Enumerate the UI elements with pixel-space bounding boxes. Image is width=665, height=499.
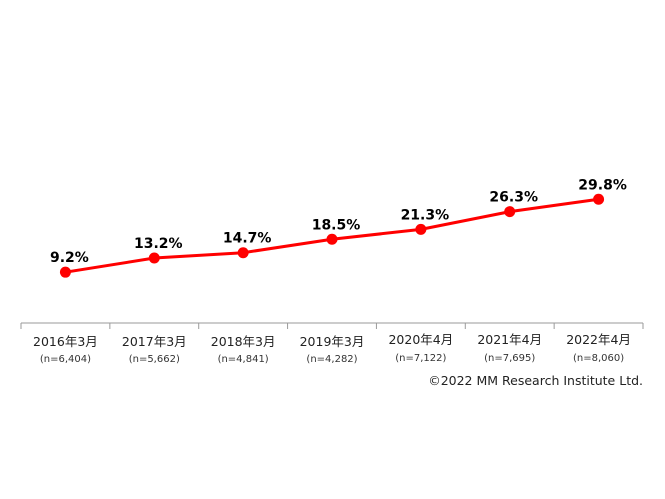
- data-point: [415, 223, 427, 235]
- data-point: [504, 206, 516, 218]
- data-label: 29.8%: [578, 177, 627, 193]
- data-label: 21.3%: [401, 207, 450, 223]
- data-points: [59, 193, 605, 278]
- sample-size-label: (n=6,404): [40, 354, 91, 365]
- data-label: 13.2%: [134, 236, 183, 252]
- x-tick-label: 2020年4月: [388, 332, 453, 347]
- data-label: 18.5%: [312, 217, 361, 233]
- data-labels: 9.2% 13.2% 14.7% 18.5% 21.3% 26.3% 29.8%: [50, 177, 627, 266]
- data-label: 9.2%: [50, 250, 89, 266]
- x-tick-label: 2016年3月: [33, 334, 98, 349]
- data-point: [593, 193, 605, 205]
- sample-size-label: (n=7,695): [484, 353, 535, 364]
- copyright-credit: ©2022 MM Research Institute Ltd.: [428, 373, 643, 388]
- x-tick-label: 2021年4月: [477, 332, 542, 347]
- data-point: [237, 247, 249, 259]
- sample-size-label: (n=4,841): [218, 354, 269, 365]
- sample-size-label: (n=7,122): [395, 353, 446, 364]
- sample-size-label: (n=4,282): [306, 354, 357, 365]
- x-tick-label: 2018年3月: [211, 334, 276, 349]
- x-tick-label: 2019年3月: [300, 334, 365, 349]
- x-axis: [20, 322, 644, 329]
- data-point: [148, 252, 160, 264]
- data-point: [326, 233, 338, 245]
- category-labels: 2016年3月 (n=6,404) 2017年3月 (n=5,662) 2018年3月 (…: [33, 332, 631, 365]
- data-label: 14.7%: [223, 231, 272, 247]
- x-tick-label: 2017年3月: [122, 334, 187, 349]
- data-label: 26.3%: [489, 190, 538, 206]
- sample-size-label: (n=8,060): [573, 353, 624, 364]
- sample-size-label: (n=5,662): [129, 354, 180, 365]
- x-tick-label: 2022年4月: [566, 332, 631, 347]
- data-point: [59, 266, 71, 278]
